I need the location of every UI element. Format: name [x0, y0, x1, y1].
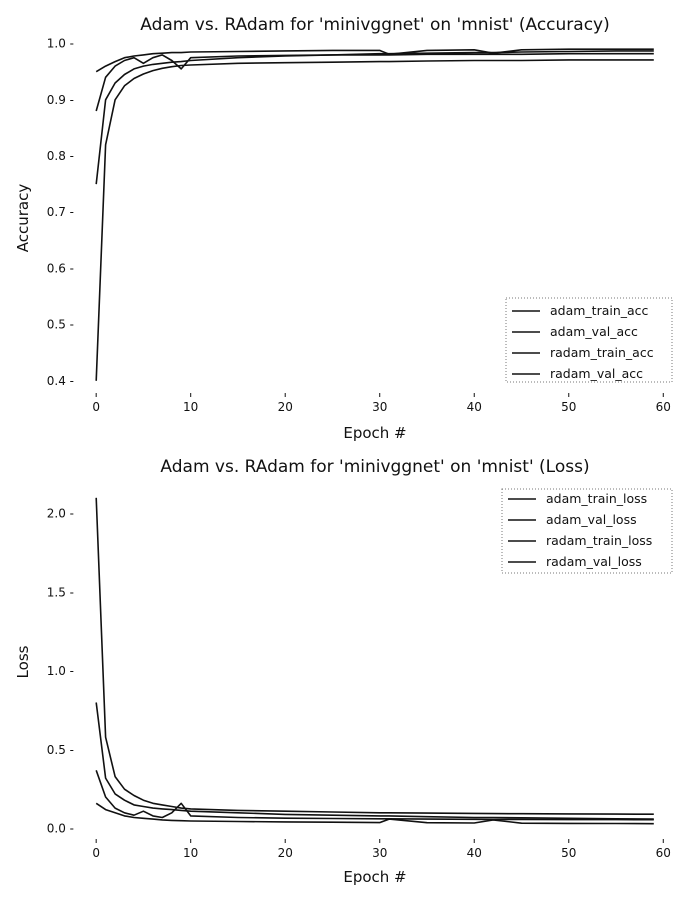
accuracy-series-lines: [95, 48, 654, 381]
accuracy-chart-title: Adam vs. RAdam for 'minivggnet' on 'mnis…: [140, 15, 610, 35]
legend-label: radam_val_loss: [546, 554, 642, 569]
accuracy-legend-frame: [505, 297, 673, 383]
legend-label: radam_val_acc: [550, 366, 643, 381]
loss-y-tick-label: 1.0 -: [47, 664, 74, 678]
legend-entry-adam-train-loss: adam_train_loss: [508, 491, 647, 506]
legend-label: adam_train_acc: [550, 303, 649, 318]
series-line-adam-val-acc: [95, 48, 654, 73]
accuracy-x-tick-label: 10: [183, 400, 198, 414]
legend-label: adam_train_loss: [546, 491, 647, 506]
loss-chart-title: Adam vs. RAdam for 'minivggnet' on 'mnis…: [160, 457, 589, 477]
legend-label: adam_val_acc: [550, 324, 638, 339]
series-line-radam-train-acc: [95, 59, 654, 381]
series-line-adam-val-loss: [95, 802, 654, 825]
accuracy-x-tick-label: 20: [278, 400, 293, 414]
legend-label: radam_train_loss: [546, 533, 652, 548]
loss-x-ticks: 0 10 20 30 40 50 60: [92, 839, 671, 860]
legend-entry-radam-val-acc: radam_val_acc: [512, 366, 643, 381]
accuracy-x-axis-label: Epoch #: [343, 424, 406, 442]
accuracy-x-tick-label: 0: [92, 400, 100, 414]
legend-entry-adam-train-acc: adam_train_acc: [512, 303, 649, 318]
accuracy-legend: adam_train_acc adam_val_acc radam_train_…: [505, 297, 673, 383]
accuracy-y-tick-label: 0.4 -: [47, 374, 74, 388]
accuracy-y-tick-label: 0.8 -: [47, 149, 74, 163]
series-line-radam-val-loss: [95, 770, 654, 821]
loss-legend: adam_train_loss adam_val_loss radam_trai…: [501, 488, 673, 574]
loss-y-ticks: 0.0 - 0.5 - 1.0 - 1.5 - 2.0 -: [47, 507, 74, 836]
accuracy-y-axis-label: Accuracy: [14, 184, 32, 253]
accuracy-y-tick-label: 0.9 -: [47, 93, 74, 107]
loss-legend-frame: [501, 488, 673, 574]
series-line-adam-train-loss: [95, 702, 654, 820]
accuracy-x-tick-label: 60: [656, 400, 671, 414]
loss-x-tick-label: 30: [372, 846, 387, 860]
loss-y-tick-label: 1.5 -: [47, 585, 74, 599]
series-line-adam-train-acc: [95, 50, 654, 185]
accuracy-y-tick-label: 0.7 -: [47, 205, 74, 219]
loss-y-axis-label: Loss: [14, 645, 32, 678]
loss-x-tick-label: 10: [183, 846, 198, 860]
legend-label: adam_val_loss: [546, 512, 637, 527]
loss-series-lines: [95, 497, 654, 825]
loss-x-axis-label: Epoch #: [343, 868, 406, 886]
loss-y-tick-label: 0.0 -: [47, 822, 74, 836]
legend-entry-radam-train-acc: radam_train_acc: [512, 345, 654, 360]
accuracy-x-tick-label: 50: [561, 400, 576, 414]
legend-label: radam_train_acc: [550, 345, 654, 360]
accuracy-y-tick-label: 1.0 -: [47, 37, 74, 51]
accuracy-x-tick-label: 40: [467, 400, 482, 414]
accuracy-x-ticks: 0 10 20 30 40 50 60: [92, 393, 671, 414]
loss-x-tick-label: 50: [561, 846, 576, 860]
loss-x-tick-label: 20: [278, 846, 293, 860]
legend-entry-radam-val-loss: radam_val_loss: [508, 554, 642, 569]
loss-x-tick-label: 0: [92, 846, 100, 860]
loss-chart: Adam vs. RAdam for 'minivggnet' on 'mnis…: [14, 457, 673, 886]
legend-entry-radam-train-loss: radam_train_loss: [508, 533, 652, 548]
accuracy-x-tick-label: 30: [372, 400, 387, 414]
loss-x-tick-label: 60: [656, 846, 671, 860]
accuracy-y-tick-label: 0.5 -: [47, 318, 74, 332]
accuracy-chart: Adam vs. RAdam for 'minivggnet' on 'mnis…: [14, 15, 673, 442]
accuracy-y-ticks: 0.4 - 0.5 - 0.6 - 0.7 - 0.8 - 0.9 - 1.0 -: [47, 37, 74, 388]
loss-x-tick-label: 40: [467, 846, 482, 860]
series-line-radam-train-loss: [95, 497, 654, 816]
legend-entry-adam-val-loss: adam_val_loss: [508, 512, 637, 527]
loss-y-tick-label: 0.5 -: [47, 743, 74, 757]
legend-entry-adam-val-acc: adam_val_acc: [512, 324, 638, 339]
loss-y-tick-label: 2.0 -: [47, 507, 74, 521]
accuracy-y-tick-label: 0.6 -: [47, 261, 74, 275]
series-line-radam-val-acc: [95, 52, 654, 112]
